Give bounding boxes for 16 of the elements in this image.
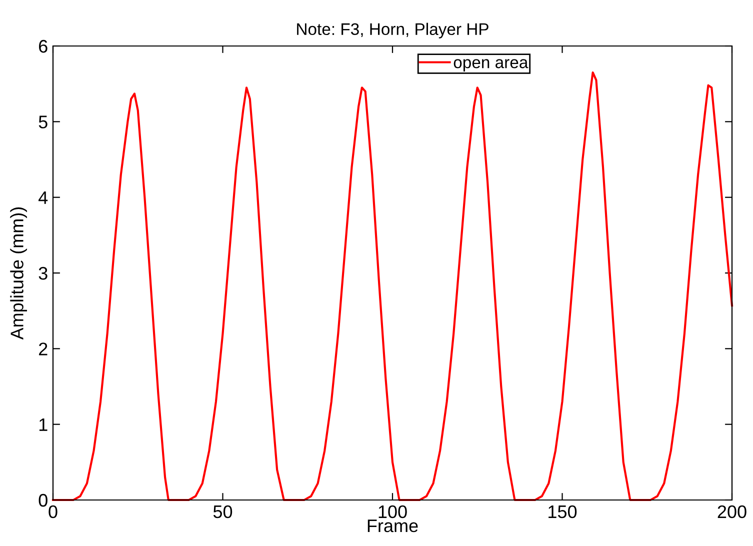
y-tick-label: 1 [39,418,48,431]
y-tick-label: 5 [38,116,48,128]
x-tick-label: 100 [378,505,407,518]
y-axis-title: Amplitude (mm)) [10,207,27,340]
legend-label: open area [454,59,528,72]
x-tick-label: 50 [213,505,232,518]
y-tick-label: 6 [39,40,48,53]
x-tick-label: 0 [48,505,58,518]
chart-title: Note: F3, Horn, Player HP [297,22,488,38]
y-tick-label: 0 [38,494,48,507]
y-tick-label: 4 [38,191,48,204]
x-tick-label: 200 [718,505,746,518]
y-tick-label: 2 [39,342,48,356]
x-tick-label: 150 [548,505,577,518]
x-axis-title: Frame [368,520,418,532]
y-tick-label: 3 [38,266,48,280]
